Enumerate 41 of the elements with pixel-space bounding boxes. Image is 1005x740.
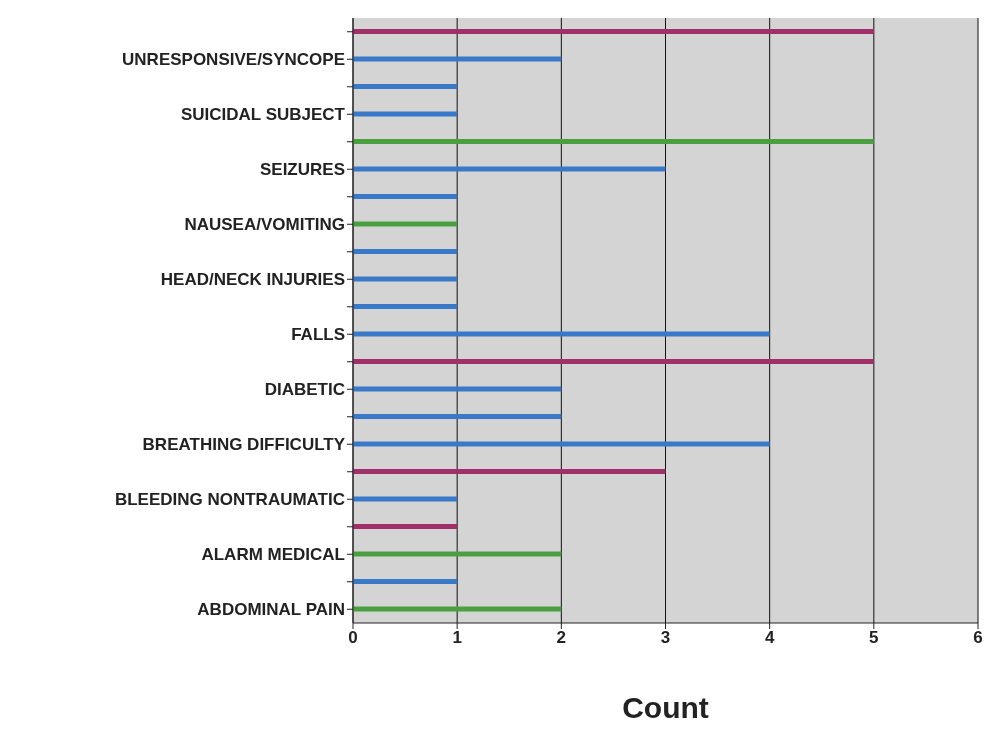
- y-tick-label: UNRESPONSIVE/SYNCOPE: [122, 50, 345, 70]
- x-tick-label: 0: [348, 628, 358, 648]
- x-tick-label: 5: [869, 628, 879, 648]
- bar: [353, 84, 458, 89]
- bar: [353, 359, 874, 364]
- y-tick-label: FALLS: [291, 325, 345, 345]
- bar: [353, 221, 458, 227]
- bar: [353, 29, 874, 34]
- bar: [353, 579, 458, 584]
- y-tick-label: BLEEDING NONTRAUMATIC: [114, 490, 345, 510]
- bar: [353, 386, 562, 392]
- bar: [353, 606, 562, 612]
- bar: [353, 111, 458, 117]
- bar: [353, 469, 666, 474]
- x-tick-label: 2: [556, 628, 567, 648]
- bar: [353, 331, 770, 337]
- bar: [353, 496, 458, 502]
- x-tick-label: 6: [973, 628, 983, 648]
- bar: [353, 551, 562, 557]
- y-tick-label: BREATHING DIFFICULTY: [142, 435, 346, 455]
- y-tick-label: HEAD/NECK INJURIES: [160, 270, 345, 290]
- x-tick-label: 3: [660, 628, 671, 648]
- bar: [353, 194, 458, 199]
- y-tick-label: DIABETIC: [264, 380, 345, 400]
- y-tick-label: SUICIDAL SUBJECT: [180, 105, 346, 125]
- x-tick-label: 4: [764, 628, 775, 648]
- bar: [353, 524, 458, 529]
- y-tick-label: ABDOMINAL PAIN: [197, 600, 345, 620]
- y-tick-label: SEIZURES: [259, 160, 345, 180]
- bar: [353, 166, 666, 172]
- bar: [353, 441, 770, 447]
- bar: [353, 276, 458, 282]
- bar: [353, 249, 458, 254]
- bar: [353, 56, 562, 62]
- bar: [353, 304, 458, 309]
- y-tick-label: ALARM MEDICAL: [201, 545, 345, 565]
- bar: [353, 139, 874, 144]
- bar: [353, 414, 562, 419]
- x-tick-label: 1: [452, 628, 462, 648]
- y-tick-label: NAUSEA/VOMITING: [184, 215, 345, 235]
- x-axis-title: Count: [622, 691, 709, 724]
